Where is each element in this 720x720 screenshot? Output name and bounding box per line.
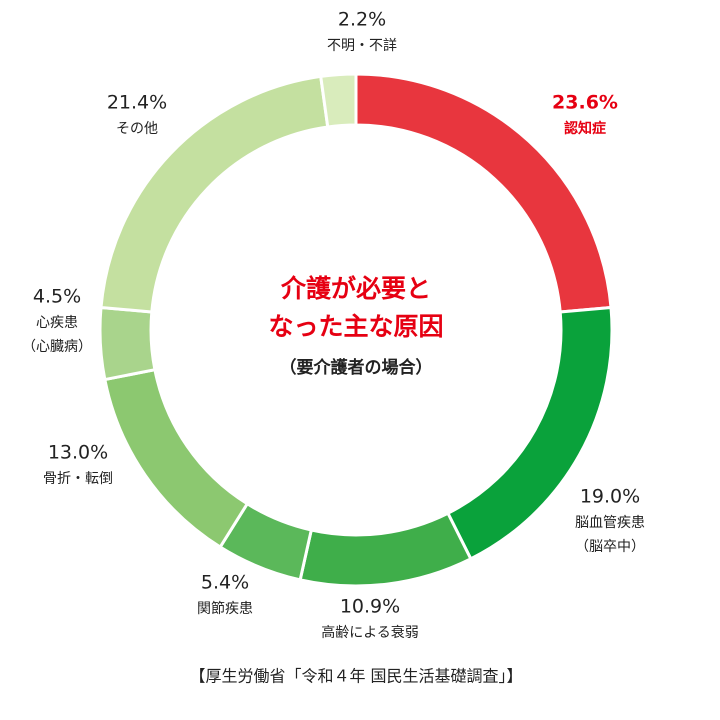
source: 【厚生労働省「令和４年 国民生活基礎調査」】 — [189, 667, 522, 686]
donut-segment — [298, 511, 473, 588]
value-label: 21.4% — [107, 92, 167, 114]
category-label: その他 — [116, 121, 158, 137]
category-label: 不明・不詳 — [327, 38, 397, 54]
chart-title: 介護が必要と — [280, 274, 431, 303]
donut-segment — [103, 367, 250, 550]
category-label: 認知症 — [564, 120, 606, 137]
value-label: 10.9% — [340, 596, 400, 618]
category-label: （脳卒中） — [575, 539, 645, 555]
category-label: 骨折・転倒 — [43, 471, 113, 487]
category-label: 脳血管疾患 — [575, 515, 645, 531]
value-label: 2.2% — [338, 9, 386, 31]
value-label: 5.4% — [201, 572, 249, 594]
chart-title: なった主な原因 — [268, 312, 443, 341]
category-label: 心疾患 — [36, 315, 78, 331]
donut-segment — [319, 72, 358, 129]
chart-subtitle: （要介護者の場合） — [280, 357, 433, 378]
value-label: 4.5% — [33, 286, 81, 308]
category-label: 関節疾患 — [197, 600, 253, 617]
value-label: 23.6% — [552, 92, 618, 114]
value-label: 13.0% — [48, 442, 108, 464]
category-label: （心臓病） — [22, 339, 92, 355]
value-label: 19.0% — [580, 486, 640, 508]
donut-segment — [98, 305, 157, 382]
category-label: 高齢による衰弱 — [321, 624, 419, 641]
